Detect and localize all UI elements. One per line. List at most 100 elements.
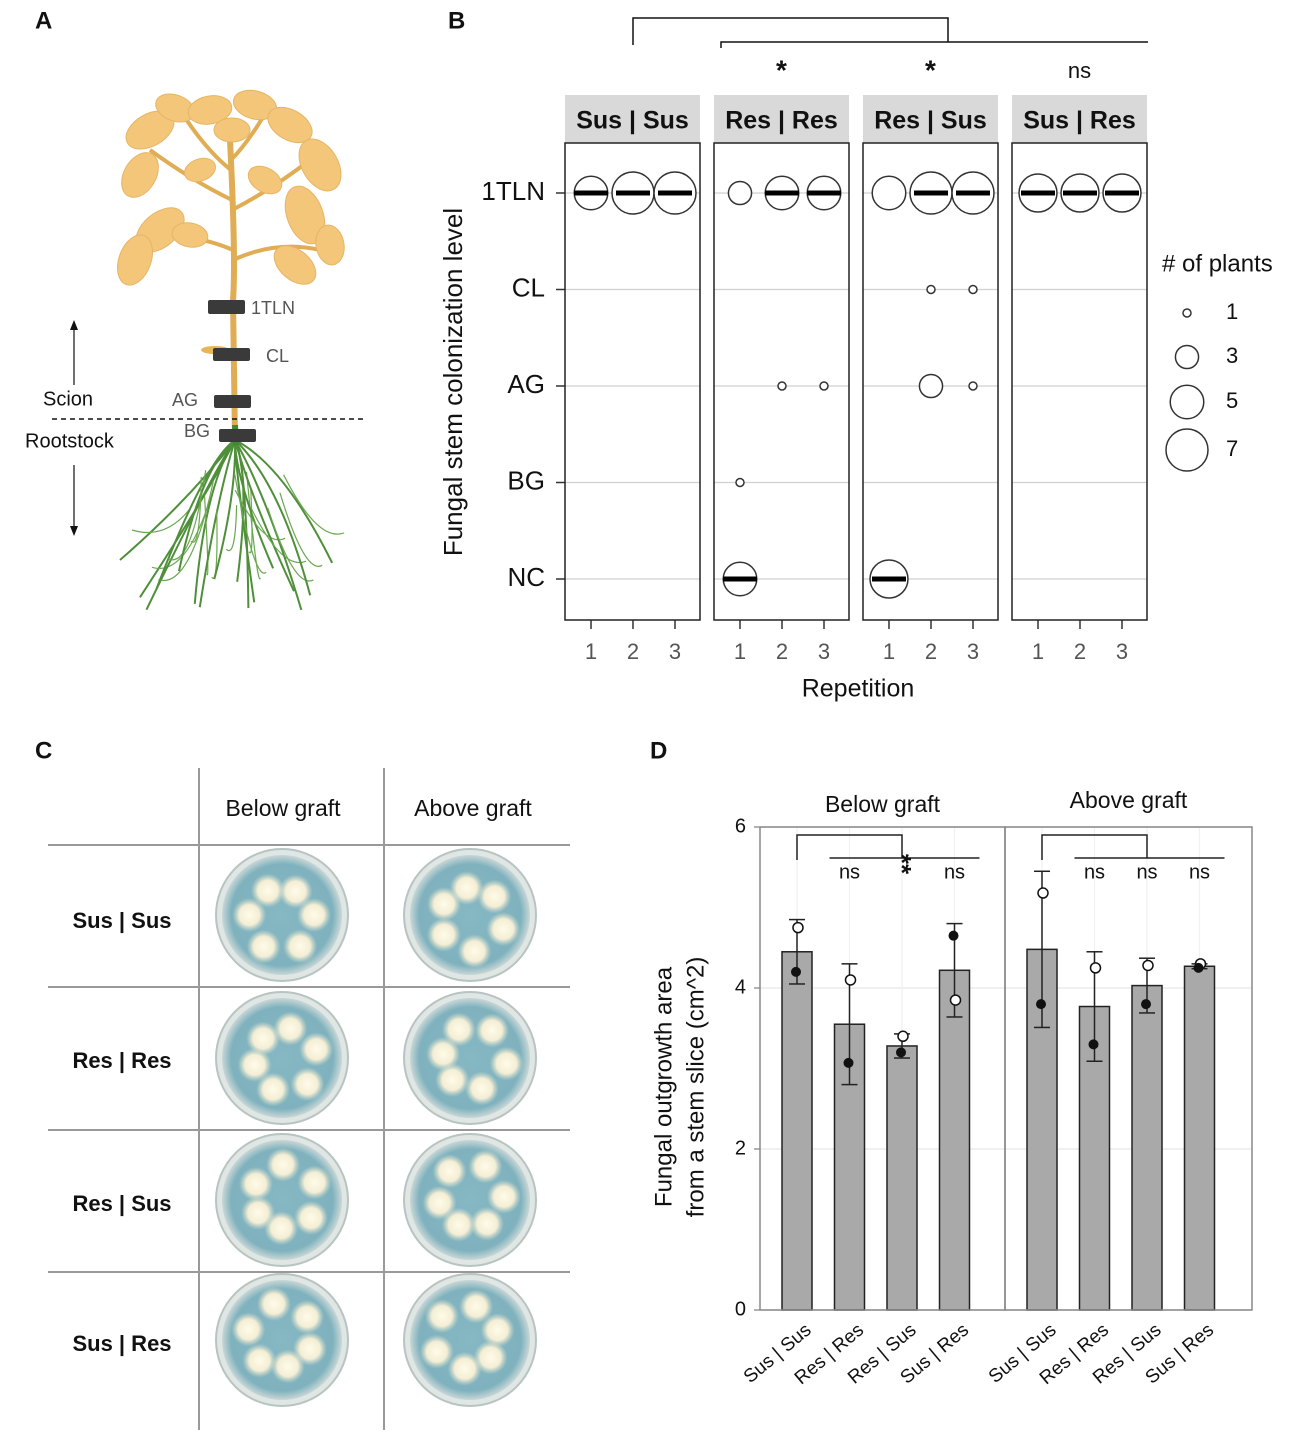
point-open <box>1089 962 1102 974</box>
leaf <box>273 245 317 285</box>
root <box>245 471 261 580</box>
comparison-bracket <box>632 17 949 45</box>
column-header: Below graft <box>225 795 341 821</box>
root <box>119 439 236 561</box>
root <box>234 439 275 569</box>
y-tick-label: 0 <box>735 1298 746 1320</box>
comparison-bracket <box>720 41 1148 48</box>
root <box>211 509 218 579</box>
colony <box>469 1206 504 1241</box>
marker <box>214 395 251 408</box>
facet-title: Res | Res <box>725 107 838 135</box>
root <box>233 473 267 574</box>
x-tick-label: 1 <box>585 639 597 664</box>
root <box>234 439 303 611</box>
root <box>234 439 312 596</box>
marker <box>213 348 250 361</box>
facet-panel <box>1004 826 1253 1311</box>
y-tick-label: AG <box>507 369 545 399</box>
root <box>248 487 253 554</box>
significance: ns <box>1068 58 1091 83</box>
colony <box>489 1046 524 1081</box>
scion-label: Scion <box>43 388 93 410</box>
legend-bubble <box>1182 308 1192 318</box>
point-filled <box>896 1047 906 1058</box>
leaf <box>298 138 342 192</box>
significance: ** <box>887 854 917 875</box>
point-open <box>792 921 804 934</box>
rootstock-label: Rootstock <box>25 430 115 452</box>
point-open <box>949 994 962 1006</box>
y-tick-label: NC <box>507 562 545 592</box>
colony <box>441 1207 476 1242</box>
colony <box>241 1195 276 1230</box>
x-tick-label: 2 <box>627 639 639 664</box>
facet-title: Sus | Res <box>1023 107 1136 135</box>
colony <box>424 1299 459 1334</box>
root <box>193 439 236 604</box>
y-tick-label: 1TLN <box>481 176 545 206</box>
colony <box>449 871 484 906</box>
bubble <box>777 381 787 391</box>
comparison-bracket <box>796 834 903 860</box>
panel-label: A <box>35 7 52 34</box>
marker-label: AG <box>172 390 198 410</box>
significance: ns <box>1084 861 1105 883</box>
facet-strip <box>863 95 998 143</box>
marker-label: CL <box>266 346 289 366</box>
legend-label: 7 <box>1226 436 1238 461</box>
bubble <box>735 477 745 488</box>
point-filled <box>1141 999 1151 1010</box>
significance: ns <box>944 861 965 883</box>
colony <box>273 1011 308 1046</box>
facet-title: Above graft <box>1070 787 1188 813</box>
colony <box>297 1165 332 1200</box>
colony <box>422 1185 457 1220</box>
y-axis-title: Fungal outgrowth area <box>650 966 677 1207</box>
y-tick-label: 6 <box>735 815 746 837</box>
colony <box>266 1147 301 1182</box>
facet-title: Res | Sus <box>874 107 987 135</box>
facet-strip <box>1012 95 1147 143</box>
colony <box>475 1013 510 1048</box>
bubble <box>918 373 944 399</box>
x-tick-label: 1 <box>734 639 746 664</box>
row-header: Sus | Res <box>72 1331 171 1356</box>
colony <box>426 1036 461 1071</box>
colony <box>486 912 521 947</box>
bar <box>781 951 813 1311</box>
legend-bubble <box>1169 384 1205 420</box>
leaf <box>184 157 216 183</box>
row-header: Res | Sus <box>72 1191 171 1216</box>
x-axis-title: Repetition <box>802 675 915 703</box>
arrow-head <box>70 526 78 536</box>
facet-panel <box>713 142 850 621</box>
marker <box>219 429 256 442</box>
colony <box>256 1072 291 1107</box>
point-open <box>1037 887 1049 899</box>
column-header: Above graft <box>414 795 532 821</box>
root <box>190 476 202 543</box>
root <box>131 509 190 534</box>
significance: ns <box>1136 861 1157 883</box>
colony <box>459 1289 494 1324</box>
root <box>267 507 314 582</box>
colony <box>486 1179 521 1214</box>
point-filled <box>1036 999 1046 1010</box>
colony <box>457 934 492 969</box>
marker-label: 1TLN <box>251 298 295 318</box>
bar <box>886 1045 918 1311</box>
colony <box>237 1047 272 1082</box>
colony <box>290 1299 325 1334</box>
colony <box>238 1166 273 1201</box>
leaf <box>187 95 233 125</box>
y-tick-label: BG <box>507 465 545 495</box>
leaf <box>121 152 159 198</box>
leaf <box>315 224 345 266</box>
colony <box>441 1012 476 1047</box>
bubble <box>871 175 907 211</box>
colony <box>290 1067 325 1102</box>
colony <box>278 874 313 909</box>
colony <box>250 873 285 908</box>
colony <box>480 1313 515 1348</box>
